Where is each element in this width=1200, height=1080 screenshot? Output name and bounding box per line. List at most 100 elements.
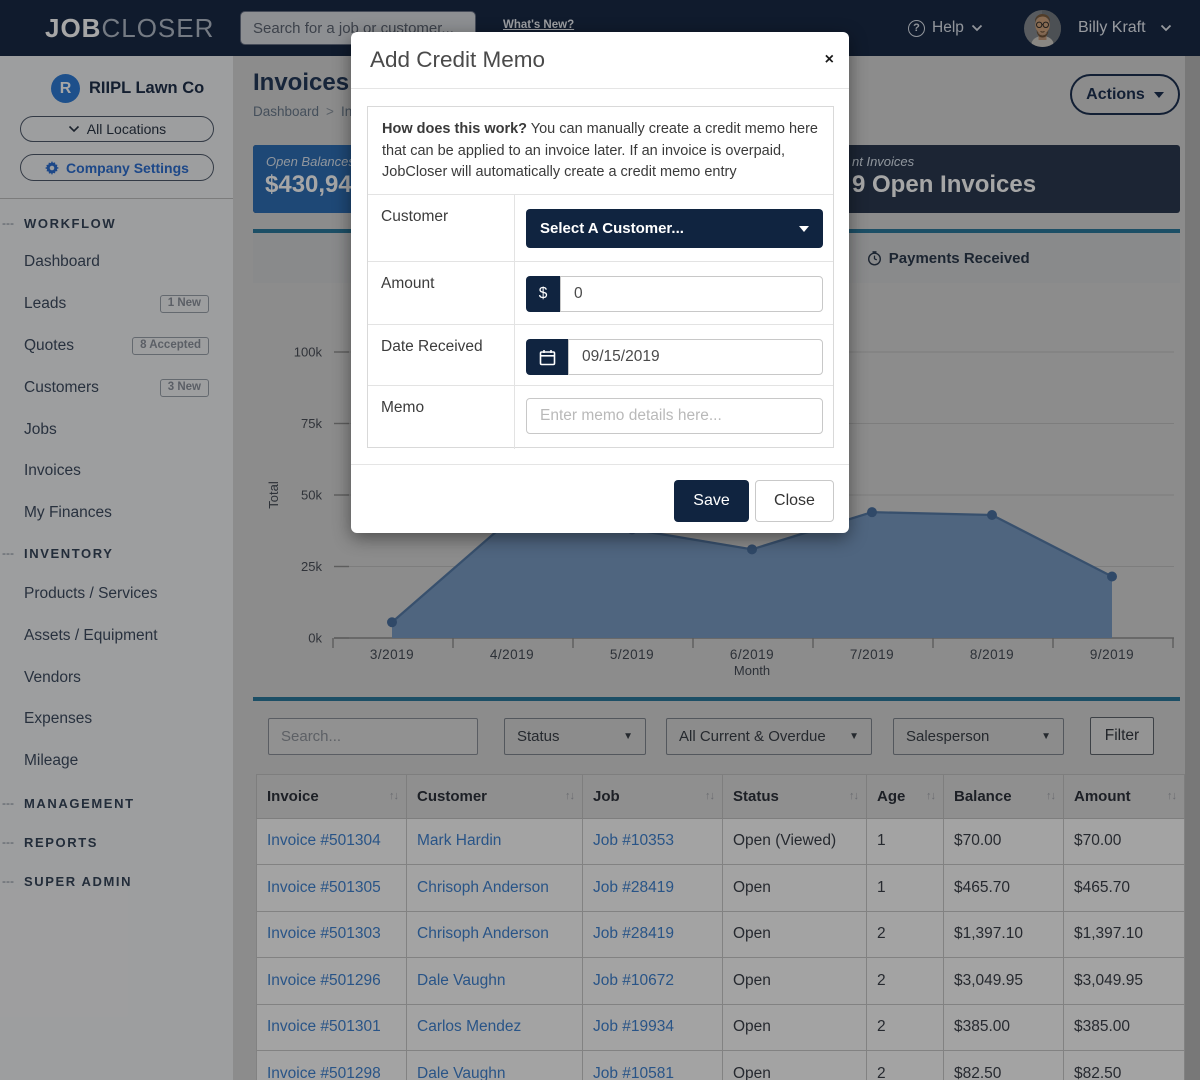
breadcrumb-dashboard[interactable]: Dashboard (253, 104, 320, 119)
customer-link[interactable]: Mark Hardin (417, 832, 502, 850)
sort-icon[interactable]: ↑↓ (565, 790, 575, 803)
table-cell: Job #10581 (582, 1050, 723, 1080)
logo-light: CLOSER (101, 13, 215, 43)
breadcrumb: Dashboard > In (253, 104, 352, 119)
section-super-admin[interactable]: --- SUPER ADMIN (0, 866, 233, 896)
calendar-icon[interactable] (526, 339, 568, 375)
sidebar-item-invoices[interactable]: Invoices (0, 456, 233, 486)
modal-info-rest: You can manually create a credit memo he… (382, 121, 818, 180)
customer-link[interactable]: Carlos Mendez (417, 1018, 522, 1036)
job-link[interactable]: Job #28419 (593, 925, 675, 943)
tab-payments-received[interactable]: Payments Received (717, 233, 1181, 283)
sidebar-item-dashboard[interactable]: Dashboard (0, 247, 233, 277)
balance-cell: $1,397.10 (943, 910, 1064, 958)
svg-text:4/2019: 4/2019 (490, 647, 534, 662)
all-locations-select[interactable]: All Locations (20, 116, 214, 142)
user-avatar[interactable] (1024, 10, 1061, 47)
customer-link[interactable]: Dale Vaughn (417, 1064, 506, 1080)
sort-icon[interactable]: ↑↓ (849, 790, 859, 803)
actions-button[interactable]: Actions (1070, 74, 1180, 115)
job-link[interactable]: Job #28419 (593, 878, 675, 896)
customer-link[interactable]: Chrisoph Anderson (417, 878, 549, 896)
invoice-link[interactable]: Invoice #501301 (267, 1018, 381, 1036)
sort-icon[interactable]: ↑↓ (926, 790, 936, 803)
section-workflow[interactable]: --- WORKFLOW (0, 208, 233, 238)
col-invoice[interactable]: Invoice ↑↓ (256, 774, 407, 819)
amount-cell: $1,397.10 (1063, 910, 1185, 958)
col-amount[interactable]: Amount ↑↓ (1063, 774, 1185, 819)
section-management[interactable]: --- MANAGEMENT (0, 788, 233, 818)
memo-label: Memo (381, 399, 425, 416)
job-link[interactable]: Job #10672 (593, 971, 675, 989)
invoice-link[interactable]: Invoice #501298 (267, 1064, 381, 1080)
col-job[interactable]: Job ↑↓ (582, 774, 723, 819)
sidebar-item-customers[interactable]: Customers 3 New (0, 373, 233, 403)
chevron-down-icon (971, 24, 983, 32)
job-link[interactable]: Job #10353 (593, 832, 675, 850)
sidebar-item-products-services[interactable]: Products / Services (0, 579, 233, 609)
table-row: Invoice #501298 Dale Vaughn Job #10581 O… (256, 1050, 1185, 1080)
sidebar-item-leads[interactable]: Leads 1 New (0, 289, 233, 319)
stat-right-label: nt Invoices (852, 154, 915, 169)
col-customer[interactable]: Customer ↑↓ (406, 774, 583, 819)
user-menu[interactable]: Billy Kraft (1078, 0, 1172, 56)
sort-icon[interactable]: ↑↓ (1167, 790, 1177, 803)
svg-text:9/2019: 9/2019 (1090, 647, 1134, 662)
status-select[interactable]: Status ▼ (504, 718, 646, 755)
date-input[interactable] (568, 339, 823, 375)
sidebar-item-vendors[interactable]: Vendors (0, 663, 233, 693)
select-arrow-icon: ▼ (623, 731, 633, 742)
customer-link[interactable]: Chrisoph Anderson (417, 925, 549, 943)
customer-link[interactable]: Dale Vaughn (417, 971, 506, 989)
filter-button[interactable]: Filter (1090, 717, 1154, 755)
whats-new-link[interactable]: What's New? (503, 19, 575, 31)
column-label: Customer (417, 787, 488, 805)
invoice-link[interactable]: Invoice #501304 (267, 832, 381, 850)
scrollbar-track[interactable] (1185, 56, 1200, 1080)
company-settings-button[interactable]: Company Settings (20, 154, 214, 181)
balance-cell: $465.70 (943, 864, 1064, 912)
table-cell: Chrisoph Anderson (406, 910, 583, 958)
job-link[interactable]: Job #19934 (593, 1018, 675, 1036)
customer-select[interactable]: Select A Customer... (526, 209, 823, 248)
col-status[interactable]: Status ↑↓ (722, 774, 867, 819)
salesperson-select[interactable]: Salesperson ▼ (893, 718, 1064, 755)
stat-right-value: 9 Open Invoices (852, 171, 1037, 198)
job-link[interactable]: Job #10581 (593, 1064, 675, 1080)
breadcrumb-separator: > (326, 104, 334, 119)
chevron-down-icon (1160, 24, 1171, 32)
sidebar-item-expenses[interactable]: Expenses (0, 704, 233, 734)
section-label: REPORTS (24, 834, 99, 850)
col-balance[interactable]: Balance ↑↓ (943, 774, 1064, 819)
sidebar-item-jobs[interactable]: Jobs (0, 415, 233, 445)
section-inventory[interactable]: --- INVENTORY (0, 538, 233, 568)
sidebar-item-assets-equipment[interactable]: Assets / Equipment (0, 621, 233, 651)
jobcloser-logo[interactable]: JOBCLOSER (45, 13, 214, 44)
sort-icon[interactable]: ↑↓ (705, 790, 715, 803)
svg-text:100k: 100k (294, 345, 323, 360)
sort-icon[interactable]: ↑↓ (1046, 790, 1056, 803)
column-label: Invoice (267, 787, 319, 805)
help-menu[interactable]: ? Help (908, 0, 983, 56)
invoice-link[interactable]: Invoice #501303 (267, 925, 381, 943)
close-icon[interactable]: × (824, 51, 834, 68)
sidebar-item-quotes[interactable]: Quotes 8 Accepted (0, 331, 233, 361)
sort-icon[interactable]: ↑↓ (389, 790, 399, 803)
memo-input[interactable] (526, 398, 823, 434)
status-cell: Open (722, 1050, 867, 1080)
amount-input[interactable] (560, 276, 823, 312)
sidebar-item-label: Dashboard (24, 253, 100, 270)
section-reports[interactable]: --- REPORTS (0, 827, 233, 857)
table-search-input[interactable] (268, 718, 478, 755)
sidebar-item-my-finances[interactable]: My Finances (0, 498, 233, 528)
current-overdue-label: All Current & Overdue (679, 728, 826, 745)
current-overdue-select[interactable]: All Current & Overdue ▼ (666, 718, 872, 755)
close-button[interactable]: Close (755, 480, 834, 522)
col-age[interactable]: Age ↑↓ (866, 774, 944, 819)
invoice-link[interactable]: Invoice #501305 (267, 878, 381, 896)
invoice-link[interactable]: Invoice #501296 (267, 971, 381, 989)
save-button[interactable]: Save (674, 480, 749, 522)
page-title: Invoices (253, 69, 350, 96)
sidebar-item-mileage[interactable]: Mileage (0, 746, 233, 776)
